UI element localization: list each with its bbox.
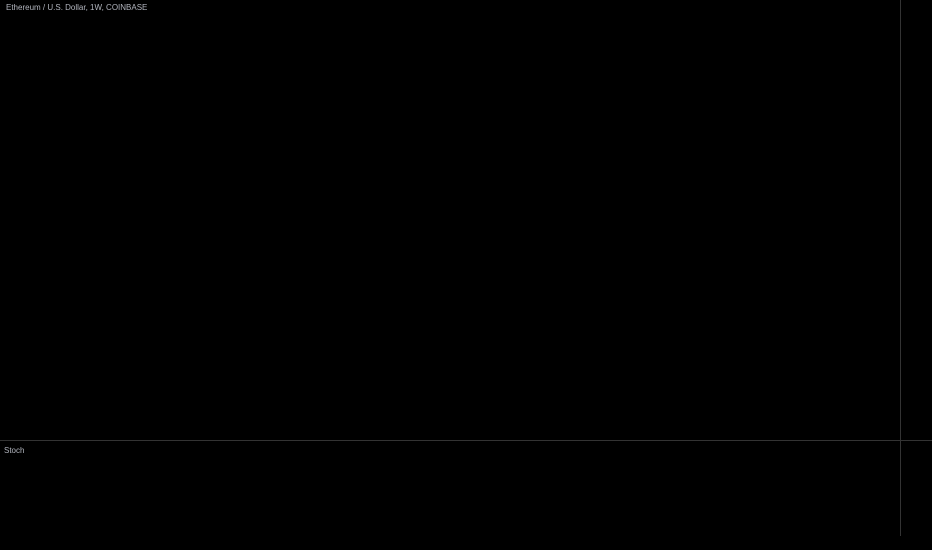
indicator-title: Stoch: [4, 446, 24, 455]
chart-title: Ethereum / U.S. Dollar, 1W, COINBASE: [6, 3, 147, 12]
